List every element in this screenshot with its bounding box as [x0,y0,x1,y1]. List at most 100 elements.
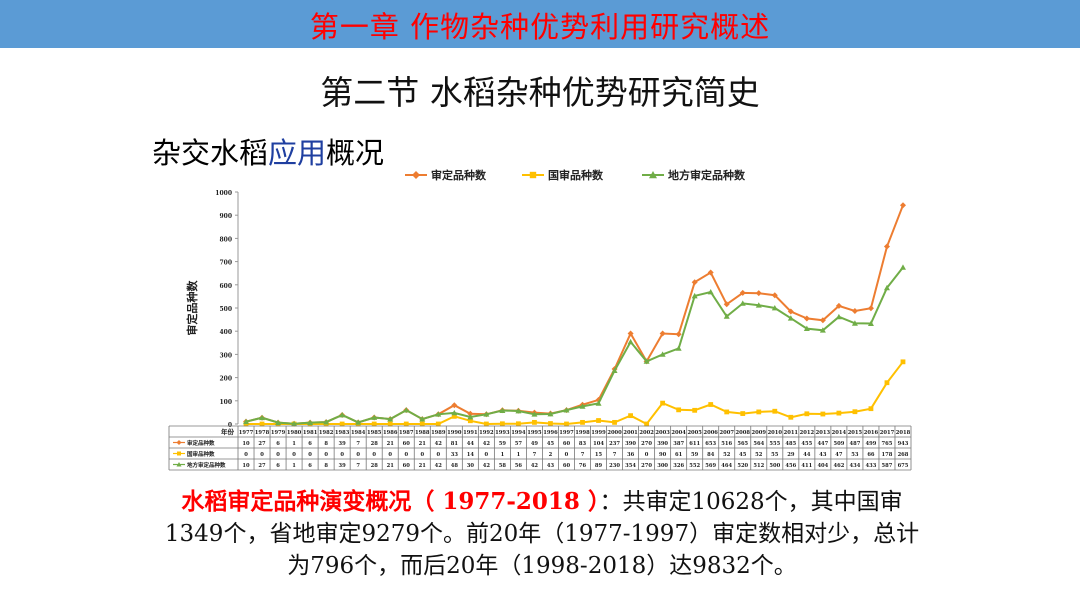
data-label: 42 [531,463,539,469]
data-point [755,302,762,308]
x-tick-label: 1998 [575,430,590,436]
data-label: 0 [420,452,424,458]
data-point [691,292,698,299]
x-tick-label: 2014 [832,430,847,436]
data-point [708,402,714,407]
x-tick-label: 1992 [479,430,494,436]
data-point [643,358,650,364]
data-label: 60 [403,463,411,469]
x-tick-label: 1989 [431,430,446,436]
x-tick-label: 2016 [864,430,879,436]
data-point [676,407,682,413]
x-tick-label: 1996 [543,430,558,436]
data-label: 270 [641,463,652,469]
x-tick-label: 2010 [768,430,783,436]
data-label: 326 [673,463,684,469]
data-point [819,327,826,333]
x-tick-label: 1997 [559,430,574,436]
data-label: 7 [356,441,360,447]
data-point [804,411,810,417]
data-label: 0 [308,452,312,458]
data-label: 10 [242,463,250,469]
x-tick-label: 1995 [527,430,542,436]
x-tick-label: 1980 [287,430,302,436]
data-label: 52 [755,452,763,458]
data-point [499,421,505,427]
subheading-prefix: 杂交水稻 [152,136,269,170]
data-label: 390 [625,441,636,447]
data-label: 7 [356,463,360,469]
data-label: 487 [849,441,860,447]
data-label: 1 [501,452,505,458]
data-point [564,421,569,427]
data-label: 49 [531,441,539,447]
data-point [739,289,746,296]
x-tick-label: 2004 [671,430,686,436]
data-label: 0 [372,452,376,458]
data-point [787,308,794,315]
data-label: 1 [292,463,296,469]
data-label: 59 [691,452,699,458]
data-label: 6 [308,441,312,447]
legend-marker [412,171,420,179]
data-point [835,302,842,309]
data-point [803,315,810,322]
data-point [419,421,425,427]
data-point [387,421,393,427]
data-label: 42 [435,441,443,447]
y-tick-label: 0 [228,422,232,429]
y-tick-label: 300 [219,352,232,359]
data-label: 0 [244,452,248,458]
x-tick-label: 1979 [271,430,286,436]
data-label: 39 [339,463,347,469]
data-label: 81 [451,441,459,447]
data-point [756,409,762,415]
x-tick-label: 1985 [367,430,382,436]
data-label: 462 [833,463,844,469]
data-label: 455 [801,441,812,447]
data-label: 268 [898,452,909,458]
data-point [595,400,602,406]
data-label: 53 [851,452,859,458]
data-label: 66 [867,452,875,458]
data-point [771,292,778,299]
data-label: 7 [581,452,585,458]
section-title: 第二节 水稻杂种优势研究简史 [320,73,760,112]
data-label: 7 [613,452,617,458]
series-line-1 [245,204,904,425]
data-point [371,421,377,427]
data-point [803,325,810,332]
data-point [339,411,346,418]
data-label: 565 [737,441,748,447]
y-axis-label: 审定品种数 [185,280,199,336]
data-label: 58 [499,463,507,469]
data-point [836,410,842,416]
x-tick-label: 2013 [816,430,831,436]
data-point [580,419,585,425]
data-label: 44 [467,441,475,447]
data-label: 6 [276,441,280,447]
y-tick-label: 100 [219,399,232,406]
data-label: 21 [387,463,395,469]
data-label: 2 [549,452,553,458]
data-label: 8 [324,463,328,469]
data-point [899,264,906,270]
data-point [867,305,874,312]
data-point [531,411,538,417]
data-label: 15 [595,452,603,458]
data-point [692,407,698,413]
data-point [371,414,378,420]
data-label: 21 [387,441,395,447]
data-point [579,403,586,409]
data-point [707,269,714,276]
data-point [516,421,521,427]
data-point [835,313,842,320]
series-line-2 [246,361,904,426]
data-point [755,290,762,297]
data-label: 555 [769,441,780,447]
data-label: 178 [882,452,893,458]
data-label: 52 [723,452,731,458]
data-point [900,359,906,365]
y-tick-label: 900 [219,213,232,220]
data-label: 57 [515,441,523,447]
